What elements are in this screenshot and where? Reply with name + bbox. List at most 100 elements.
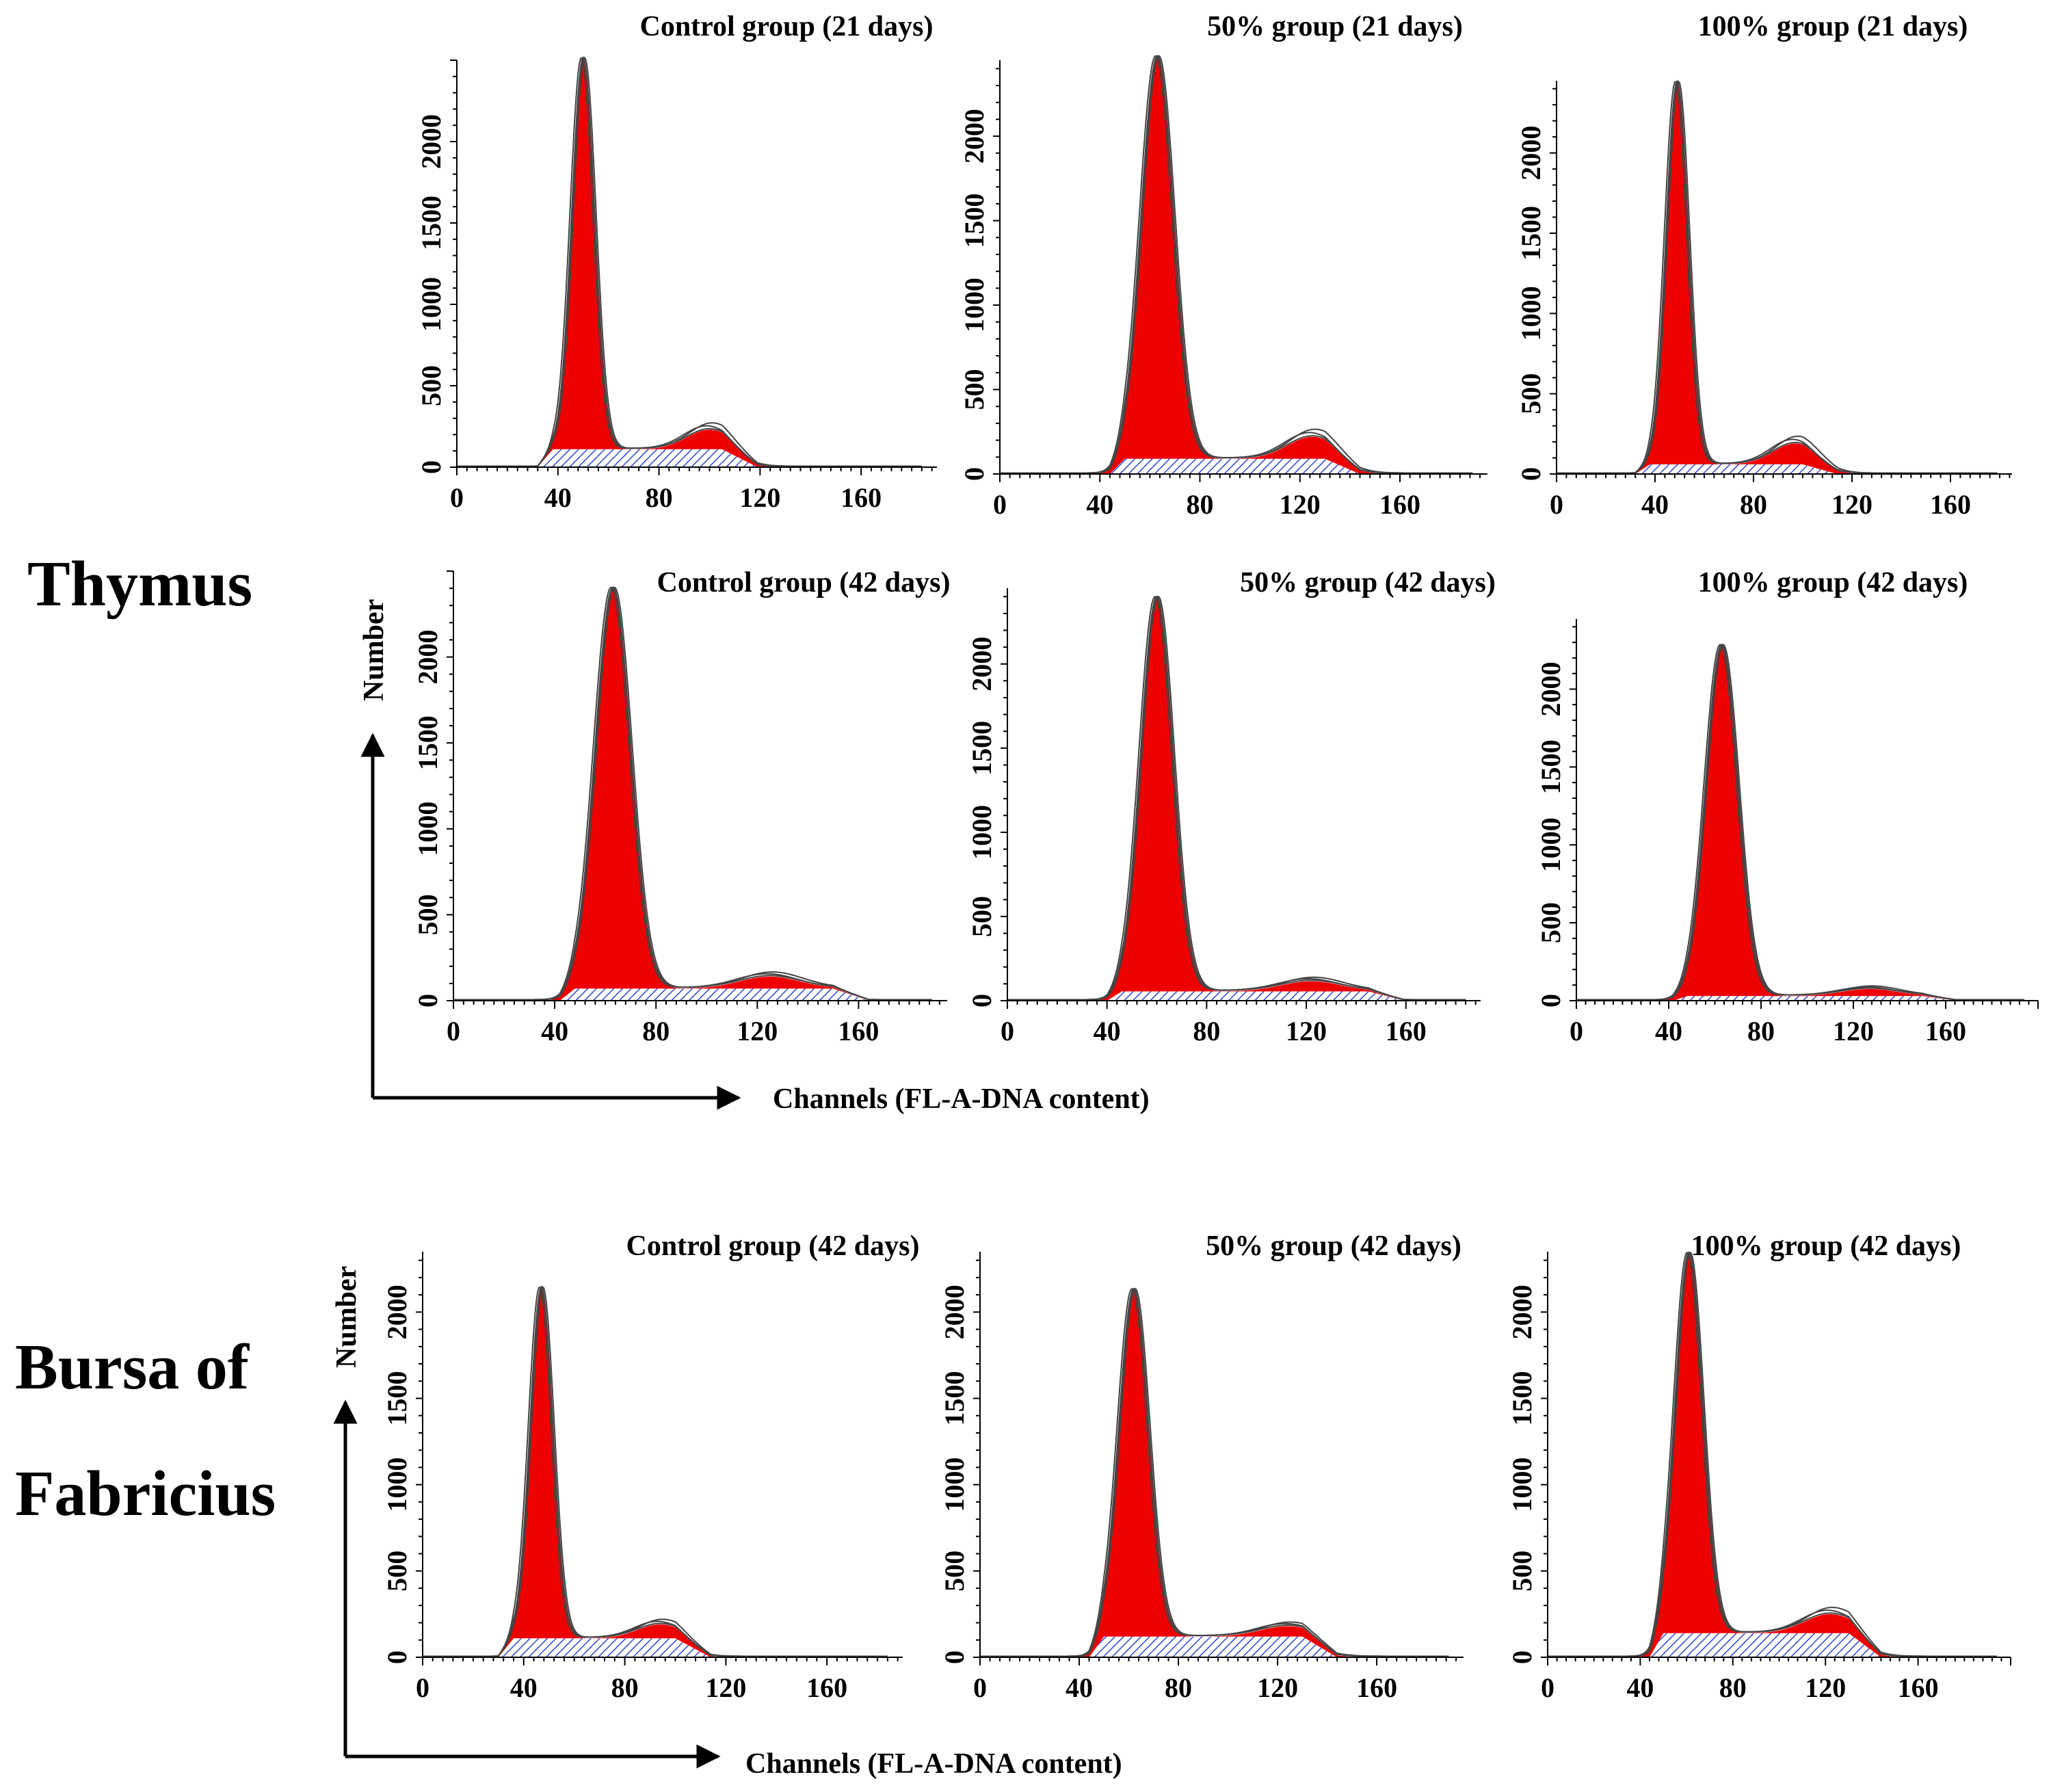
s-phase-area bbox=[423, 1638, 888, 1657]
histogram-panel: 0 500 1000 1500 2000 0 40 80 120 160 100% group (2… bbox=[1516, 11, 2012, 520]
section-label-bursa-line1: Bursa of bbox=[15, 1332, 250, 1403]
y-tick-label: 500 bbox=[966, 896, 997, 937]
y-tick-label: 0 bbox=[382, 1650, 412, 1664]
x-tick-label: 0 bbox=[1541, 1672, 1554, 1703]
x-tick-label: 120 bbox=[1833, 1016, 1874, 1046]
x-tick-label: 40 bbox=[1066, 1672, 1093, 1703]
y-tick-label: 1500 bbox=[412, 715, 443, 770]
y-tick-label: 0 bbox=[1507, 1650, 1537, 1664]
y-tick-label: 2000 bbox=[1507, 1284, 1537, 1339]
fit-outline bbox=[1000, 55, 1473, 474]
y-tick-label: 500 bbox=[412, 894, 443, 935]
g2-peak bbox=[1557, 443, 1998, 474]
x-tick-label: 160 bbox=[841, 482, 882, 513]
x-tick-label: 40 bbox=[1626, 1672, 1654, 1703]
x-tick-label: 120 bbox=[1831, 489, 1873, 520]
histogram-panel: 0 500 1000 1500 2000 0 40 80 120 160 Control group… bbox=[382, 1230, 920, 1703]
g1-peak bbox=[1557, 82, 1998, 475]
y-tick-label: 1500 bbox=[1535, 739, 1566, 794]
x-tick-label: 160 bbox=[1898, 1672, 1939, 1703]
panel-title: 50% group (42 days) bbox=[1240, 567, 1496, 598]
x-tick-label: 120 bbox=[737, 1016, 778, 1046]
g1-peak bbox=[980, 1289, 1449, 1657]
histogram-panel: 0 500 1000 1500 2000 0 40 80 120 160 50% group (42… bbox=[939, 1230, 1464, 1703]
fit-outline bbox=[1576, 644, 2024, 1001]
y-tick-label: 1500 bbox=[1507, 1371, 1537, 1425]
fit-outline bbox=[980, 1287, 1449, 1657]
y-tick-label: 500 bbox=[1507, 1551, 1537, 1592]
fit-outline bbox=[423, 1286, 888, 1657]
x-tick-label: 0 bbox=[1570, 1016, 1583, 1046]
fit-outline bbox=[453, 586, 932, 1001]
y-tick-label: 0 bbox=[966, 994, 997, 1007]
fit-outline bbox=[1000, 55, 1473, 474]
x-tick-label: 40 bbox=[1086, 489, 1113, 520]
bursa-xlabel: Channels (FL-A-DNA content) bbox=[745, 1748, 1122, 1780]
g1-peak bbox=[1576, 645, 2024, 1001]
g1-peak bbox=[423, 1288, 888, 1657]
fit-outline bbox=[1557, 80, 1998, 474]
y-tick-label: 0 bbox=[412, 994, 443, 1007]
fit-outline bbox=[457, 56, 922, 467]
y-tick-label: 500 bbox=[959, 369, 990, 410]
y-tick-label: 1500 bbox=[1516, 206, 1546, 261]
histogram-panel: 0 500 1000 1500 2000 0 40 80 120 160 100% group (4… bbox=[1535, 567, 2039, 1046]
x-tick-label: 160 bbox=[1379, 489, 1420, 520]
panel-title: 100% group (42 days) bbox=[1691, 1230, 1961, 1262]
x-tick-label: 0 bbox=[973, 1672, 987, 1703]
x-tick-label: 40 bbox=[510, 1672, 538, 1703]
x-tick-label: 40 bbox=[541, 1016, 568, 1046]
x-tick-label: 0 bbox=[447, 1016, 460, 1046]
fit-outline bbox=[1000, 55, 1473, 474]
x-tick-label: 80 bbox=[1187, 489, 1214, 520]
x-tick-label: 120 bbox=[1286, 1016, 1327, 1046]
fit-outline bbox=[1548, 1251, 1997, 1657]
s-phase-area bbox=[453, 988, 932, 1001]
y-tick-label: 1000 bbox=[959, 278, 990, 332]
panel-title: Control group (42 days) bbox=[657, 567, 950, 598]
fit-outline bbox=[423, 1285, 888, 1657]
fit-outline bbox=[980, 1287, 1449, 1657]
fit-outline bbox=[1576, 644, 2024, 1001]
g1-peak bbox=[1548, 1253, 1997, 1657]
y-tick-label: 2000 bbox=[1535, 661, 1566, 716]
x-tick-label: 80 bbox=[642, 1016, 670, 1046]
y-tick-label: 1000 bbox=[939, 1458, 970, 1512]
fit-outline bbox=[980, 1288, 1449, 1657]
y-tick-label: 2000 bbox=[416, 114, 447, 169]
x-tick-label: 120 bbox=[739, 482, 780, 513]
fit-outline bbox=[457, 56, 922, 467]
panel-title: 50% group (42 days) bbox=[1206, 1230, 1461, 1262]
y-tick-label: 1500 bbox=[416, 196, 447, 250]
x-tick-label: 40 bbox=[544, 482, 572, 513]
section-label-thymus: Thymus bbox=[27, 549, 252, 620]
x-tick-label: 120 bbox=[1280, 489, 1321, 520]
y-tick-label: 0 bbox=[1535, 994, 1566, 1007]
y-tick-label: 500 bbox=[382, 1551, 412, 1592]
y-tick-label: 1000 bbox=[966, 805, 997, 860]
x-tick-label: 160 bbox=[806, 1672, 847, 1703]
panel-title: 100% group (42 days) bbox=[1698, 567, 1968, 598]
x-tick-label: 40 bbox=[1641, 489, 1669, 520]
x-tick-label: 80 bbox=[1193, 1016, 1220, 1046]
g2-peak bbox=[453, 976, 932, 1001]
y-tick-label: 1500 bbox=[959, 194, 990, 248]
fit-outline bbox=[1557, 79, 1998, 474]
panel-title: 100% group (21 days) bbox=[1698, 11, 1968, 42]
y-tick-label: 2000 bbox=[1516, 126, 1546, 181]
g1-peak bbox=[1007, 597, 1466, 1001]
y-tick-label: 500 bbox=[939, 1551, 970, 1592]
g1-peak bbox=[457, 58, 922, 468]
x-tick-label: 0 bbox=[1001, 1016, 1014, 1046]
fit-outline bbox=[1007, 595, 1466, 1001]
panel-title: 50% group (21 days) bbox=[1207, 11, 1463, 42]
s-phase-area bbox=[1000, 458, 1473, 474]
x-tick-label: 160 bbox=[1930, 489, 1971, 520]
y-tick-label: 0 bbox=[1516, 467, 1546, 481]
fit-outline bbox=[453, 586, 932, 1001]
s-phase-area bbox=[1548, 1633, 1997, 1657]
g2-peak bbox=[457, 430, 922, 467]
x-tick-label: 80 bbox=[1747, 1016, 1775, 1046]
section-label-bursa-line2: Fabricius bbox=[15, 1458, 276, 1529]
